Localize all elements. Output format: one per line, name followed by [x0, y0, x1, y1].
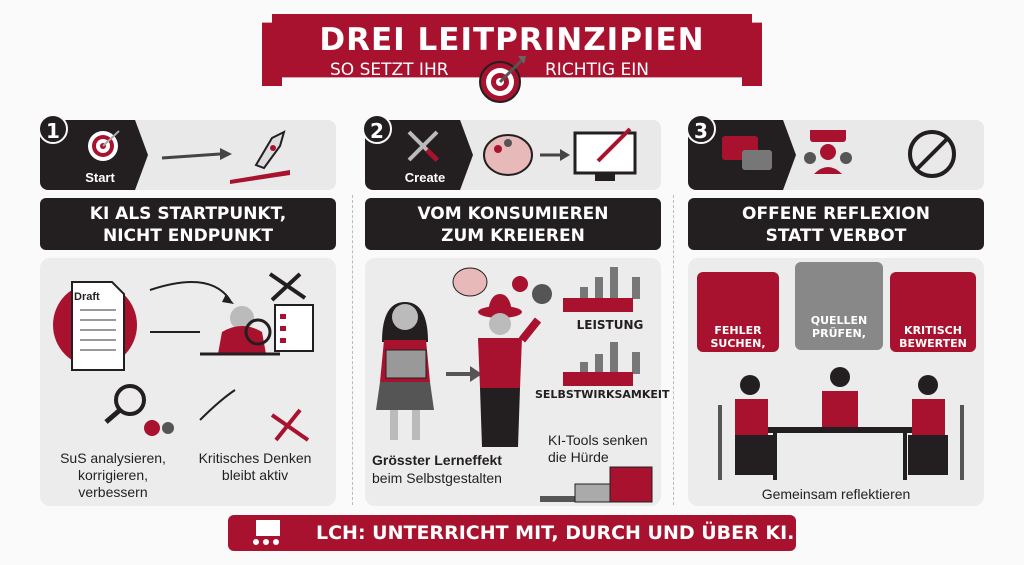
strip-label-create: Create [404, 170, 446, 185]
footer-banner: LCH: UNTERRICHT MIT, DURCH UND ÜBER KI. [228, 515, 796, 551]
group-discussion-illustration [718, 367, 964, 480]
number-badge-2: 2 [362, 114, 392, 144]
tools-icon [407, 130, 439, 162]
chart-label-leistung: LEISTUNG [576, 318, 644, 332]
palette-to-screen-icon [483, 127, 637, 181]
number-badge-1: 1 [38, 114, 68, 144]
footer-text: LCH: UNTERRICHT MIT, DURCH UND ÜBER KI. [316, 522, 795, 544]
title-line: VOM KONSUMIEREN [417, 204, 609, 224]
number-badge-3: 3 [686, 114, 716, 144]
target-icon [479, 56, 526, 103]
chart-label-selbstwirksamkeit: SELBSTWIRKSAMKEIT [535, 388, 670, 401]
title-line: OFFENE REFLEXION [742, 204, 930, 224]
caption-learning-effect: Grösster Lerneffekt [372, 452, 502, 468]
analysis-illustration [53, 272, 314, 442]
title-line: STATT VERBOT [765, 226, 907, 246]
caption-critical-thinking: Kritisches Denken bleibt aktiv [198, 450, 312, 483]
bubble-quellen-pruefen: QUELLEN PRÜFEN, [795, 262, 883, 350]
title-line: ZUM KREIEREN [441, 226, 585, 246]
subtitle-left: SO SETZT IHR [330, 60, 449, 80]
caption-self-creation: beim Selbstgestalten [372, 470, 502, 486]
rocket-launch-icon [161, 130, 290, 184]
bubble-fehler-suchen: FEHLER SUCHEN, [697, 272, 779, 352]
title-line: KI ALS STARTPUNKT, [89, 204, 287, 224]
draft-label: Draft [74, 291, 100, 303]
caption-reflect: Gemeinsam reflektieren [761, 486, 911, 502]
bubble-kritisch-bewerten: KRITISCH BEWERTEN [890, 272, 976, 352]
target-icon [88, 130, 120, 161]
principle-3-title: OFFENE REFLEXION STATT VERBOT [688, 198, 984, 250]
title-line: NICHT ENDPUNKT [103, 226, 273, 246]
principle-1-title: KI ALS STARTPUNKT, NICHT ENDPUNKT [40, 198, 336, 250]
creator-illustration [376, 267, 653, 503]
subtitle-right: RICHTIG EIN [545, 60, 649, 80]
discussion-icons [722, 130, 956, 178]
caption-ki-tools: KI-Tools senken die Hürde [548, 432, 648, 465]
caption-analyse: SuS analysieren, korrigieren, verbessern [60, 450, 166, 500]
principle-2-title: VOM KONSUMIEREN ZUM KREIEREN [365, 198, 661, 250]
presentation-icon [253, 520, 280, 545]
page-title: DREI LEITPRINZIPIEN [319, 22, 705, 58]
strip-label-start: Start [85, 170, 115, 185]
